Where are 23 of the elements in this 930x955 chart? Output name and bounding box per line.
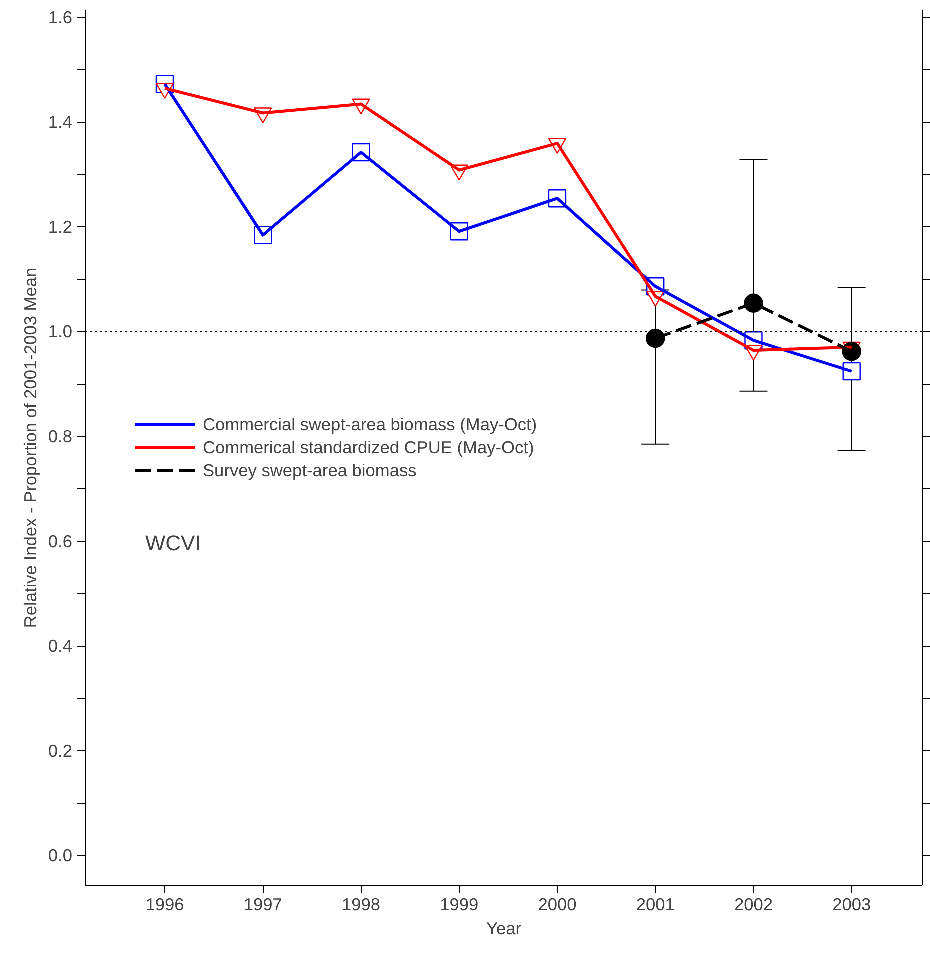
x-tick-label: 1997 (244, 894, 282, 914)
x-tick-label: 1996 (146, 894, 184, 914)
legend-label: Commerical standardized CPUE (May-Oct) (203, 437, 534, 458)
y-tick-label: 0.2 (48, 740, 73, 761)
x-tick-label: 2001 (636, 894, 675, 914)
y-tick-label: 0.8 (48, 426, 73, 446)
y-tick-label: 1.2 (48, 216, 73, 237)
legend-label: Commercial swept-area biomass (May-Oct) (203, 414, 538, 435)
x-tick-label: 1998 (342, 894, 381, 914)
x-axis-title: Year (486, 918, 522, 938)
y-tick-label: 0.6 (48, 531, 73, 552)
x-tick-label: 2003 (832, 894, 872, 914)
y-tick-label: 0.0 (48, 846, 73, 866)
x-tick-label: 1999 (440, 894, 479, 914)
y-tick-label: 0.4 (48, 636, 73, 656)
x-tick-label: 2000 (538, 894, 577, 914)
annotation: WCVI (146, 532, 202, 556)
y-axis-title: Relative Index - Proportion of 2001-2003 Mean (20, 268, 40, 628)
legend-label: Survey swept-area biomass (203, 460, 417, 481)
y-tick-label: 1.6 (48, 7, 73, 28)
y-tick-label: 1.4 (48, 112, 73, 132)
x-tick-label: 2002 (734, 894, 774, 914)
y-tick-label: 1.0 (48, 322, 73, 342)
